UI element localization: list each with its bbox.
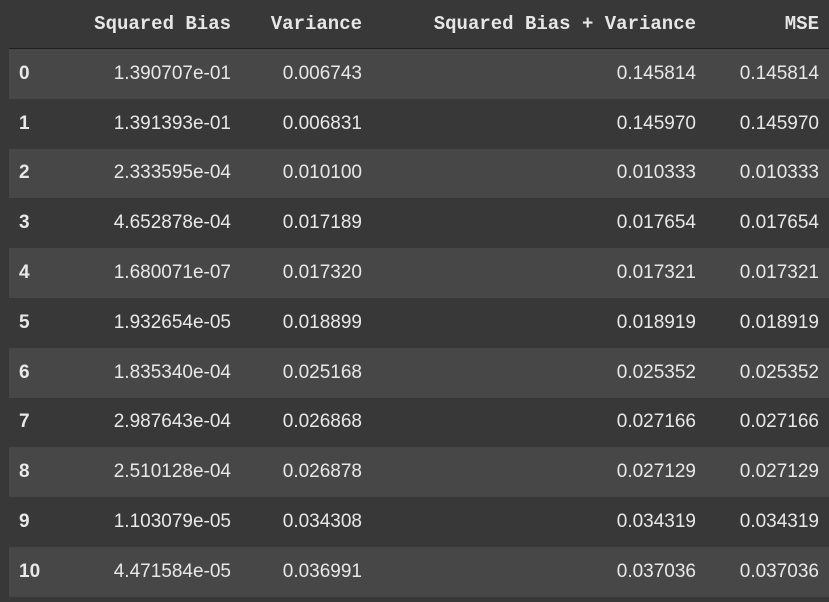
header-squared-bias-plus-variance: Squared Bias + Variance [372, 0, 706, 49]
cell-squared-bias-plus-variance: 0.018919 [616, 311, 696, 333]
cell-mse: 0.010333 [739, 162, 819, 184]
cell-variance: 0.036991 [282, 560, 362, 582]
cell-mse: 0.017654 [739, 212, 819, 234]
cell-squared-bias: 1.680071e-07 [113, 262, 231, 284]
cell-squared-bias-plus-variance: 0.010333 [616, 162, 696, 184]
cell-squared-bias: 4.652878e-04 [113, 212, 231, 234]
cell-squared-bias-plus-variance: 0.017321 [616, 262, 696, 284]
cell-variance: 0.026878 [282, 461, 362, 483]
cell-variance: 0.006743 [282, 62, 362, 84]
cell-squared-bias: 1.835340e-04 [113, 361, 231, 383]
table-row: 8 2.510128e-04 0.026878 0.027129 0.027129 [9, 447, 829, 498]
cell-mse: 0.145814 [739, 62, 819, 84]
row-index: 8 [19, 461, 30, 483]
cell-variance: 0.025168 [282, 361, 362, 383]
table-row: 5 1.932654e-05 0.018899 0.018919 0.018919 [9, 297, 829, 348]
cell-variance: 0.026868 [282, 411, 362, 433]
cell-squared-bias-plus-variance: 0.027129 [616, 461, 696, 483]
cell-squared-bias: 1.103079e-05 [113, 511, 231, 533]
header-index [9, 0, 57, 49]
cell-variance: 0.034308 [282, 511, 362, 533]
cell-variance: 0.017320 [282, 262, 362, 284]
table-row: 0 1.390707e-01 0.006743 0.145814 0.145814 [9, 48, 829, 99]
header-squared-bias: Squared Bias [57, 0, 241, 49]
cell-mse: 0.027166 [739, 411, 819, 433]
table-header: Squared Bias Variance Squared Bias + Var… [9, 0, 829, 49]
table-row: 2 2.333595e-04 0.010100 0.010333 0.010333 [9, 148, 829, 199]
cell-mse: 0.037036 [739, 560, 819, 582]
cell-variance: 0.006831 [282, 112, 362, 134]
row-index: 0 [19, 62, 30, 84]
cell-mse: 0.027129 [739, 461, 819, 483]
cell-squared-bias-plus-variance: 0.025352 [616, 361, 696, 383]
cell-variance: 0.010100 [282, 162, 362, 184]
table-row: 3 4.652878e-04 0.017189 0.017654 0.017654 [9, 198, 829, 249]
row-index: 6 [19, 361, 30, 383]
cell-squared-bias-plus-variance: 0.145970 [616, 112, 696, 134]
table-row: 6 1.835340e-04 0.025168 0.025352 0.025352 [9, 347, 829, 398]
row-index: 1 [19, 112, 30, 134]
header-mse: MSE [706, 0, 829, 49]
cell-squared-bias: 1.390707e-01 [113, 62, 231, 84]
cell-variance: 0.017189 [282, 212, 362, 234]
cell-squared-bias-plus-variance: 0.027166 [616, 411, 696, 433]
cell-squared-bias: 2.987643e-04 [113, 411, 231, 433]
cell-mse: 0.025352 [739, 361, 819, 383]
dataframe-table: Squared Bias Variance Squared Bias + Var… [9, 0, 829, 597]
table-row: 7 2.987643e-04 0.026868 0.027166 0.027166 [9, 397, 829, 448]
cell-squared-bias: 1.391393e-01 [113, 112, 231, 134]
header-variance: Variance [241, 0, 372, 49]
cell-squared-bias-plus-variance: 0.017654 [616, 212, 696, 234]
table-row: 1 1.391393e-01 0.006831 0.145970 0.145970 [9, 98, 829, 149]
row-index: 5 [19, 311, 30, 333]
cell-squared-bias-plus-variance: 0.034319 [616, 511, 696, 533]
row-index: 2 [19, 162, 30, 184]
cell-mse: 0.018919 [739, 311, 819, 333]
cell-squared-bias: 4.471584e-05 [113, 560, 231, 582]
cell-mse: 0.017321 [739, 262, 819, 284]
row-index: 9 [19, 511, 30, 533]
cell-squared-bias: 2.333595e-04 [113, 162, 231, 184]
cell-mse: 0.145970 [739, 112, 819, 134]
header-row: Squared Bias Variance Squared Bias + Var… [9, 0, 829, 49]
row-index: 3 [19, 212, 30, 234]
row-index: 10 [19, 560, 41, 582]
cell-variance: 0.018899 [282, 311, 362, 333]
cell-mse: 0.034319 [739, 511, 819, 533]
table-body: 0 1.390707e-01 0.006743 0.145814 0.145814 1 1.… [9, 48, 829, 597]
table-row: 10 4.471584e-05 0.036991 0.037036 0.037036 [9, 546, 829, 597]
row-index: 7 [19, 411, 30, 433]
cell-squared-bias: 1.932654e-05 [113, 311, 231, 333]
cell-squared-bias-plus-variance: 0.145814 [616, 62, 696, 84]
table-row: 4 1.680071e-07 0.017320 0.017321 0.017321 [9, 248, 829, 298]
cell-squared-bias-plus-variance: 0.037036 [616, 560, 696, 582]
cell-squared-bias: 2.510128e-04 [113, 461, 231, 483]
row-index: 4 [19, 262, 30, 284]
table-row: 9 1.103079e-05 0.034308 0.034319 0.034319 [9, 497, 829, 547]
